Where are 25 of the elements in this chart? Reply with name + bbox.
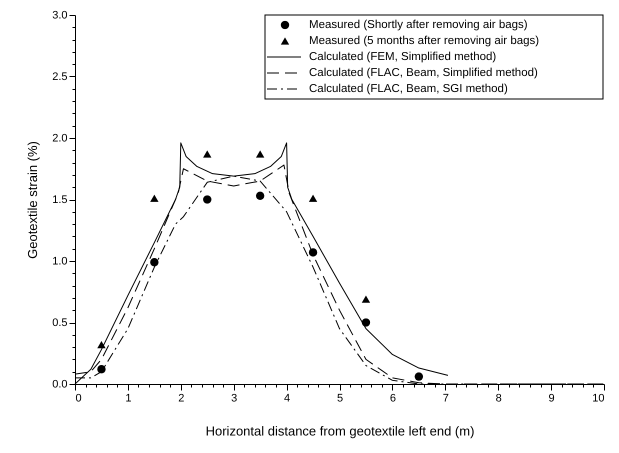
x-axis-title: Horizontal distance from geotextile left end (m) (206, 424, 474, 438)
y-axis-title: Geotextile strain (%) (25, 141, 40, 259)
legend-label: Measured (Shortly after removing air bags) (309, 19, 528, 31)
y-tick-label: 1.5 (52, 194, 68, 206)
x-tick-label: 5 (336, 392, 344, 404)
x-tick-label: 1 (125, 392, 132, 404)
x-tick-label: 8 (496, 392, 502, 404)
x-tick-label: 3 (231, 392, 238, 404)
y-tick-label: 3.0 (52, 10, 68, 22)
y-tick-label: 2.5 (52, 71, 68, 83)
x-tick-label: 6 (390, 392, 396, 404)
y-tick-label: 0.5 (52, 317, 68, 329)
x-tick-label: 2 (178, 392, 184, 404)
x-tick-label: 0 (76, 392, 82, 404)
y-tick-label: 1.0 (52, 256, 68, 268)
y-tick-label: 2.0 (52, 132, 68, 144)
legend-label: Measured (5 months after removing air bags) (309, 35, 540, 47)
y-tick-label: 0.0 (52, 378, 68, 390)
x-tick-label: 4 (284, 392, 290, 404)
x-tick-label: 7 (442, 392, 449, 404)
x-tick-label: 9 (548, 392, 555, 404)
legend-label: Calculated (FLAC, Beam, Simplified method) (309, 67, 538, 79)
legend-label: Calculated (FLAC, Beam, SGI method) (309, 83, 508, 95)
x-tick-label: 10 (592, 392, 604, 404)
legend-label: Calculated (FEM, Simplified method) (309, 51, 496, 63)
